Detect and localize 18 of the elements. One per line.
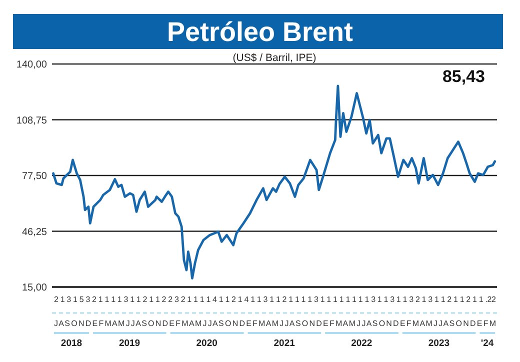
- y-tick-label: 140,00: [16, 60, 48, 70]
- x-tick-label: 2018: [60, 338, 82, 349]
- x-tick-label: '24: [480, 338, 494, 349]
- x-tick-label: 2021: [274, 338, 296, 349]
- line-series: [52, 84, 496, 280]
- y-tick-label: 46,25: [22, 226, 48, 238]
- chart-title: Petróleo Brent: [166, 17, 354, 47]
- y-tick-label: 15,00: [22, 282, 48, 294]
- annotation: 85,43: [442, 67, 485, 86]
- x-tick-label: 2022: [351, 338, 372, 349]
- chart-subtitle: (US$ / Barril, IPE): [232, 52, 316, 64]
- x-tick-label: 2019: [118, 338, 140, 349]
- text: J A S O N D E F M A M J J A S O N D E F M A M J J A S O N D E F M A M J J A S O N D E F M A M J J A S O N D E F M A M J J A S O N D E F M: [54, 319, 496, 328]
- x-tick-label: 2020: [196, 338, 218, 349]
- x-tick-label: 2023: [428, 338, 450, 349]
- y-tick-label: 77,50: [22, 171, 48, 182]
- y-tick-label: 108,75: [16, 115, 48, 126]
- text: 2 1 3 1 5 3 2 1 1 1 1 3 1 1 2 1 1 2 2 3 2 1 1 1 1 4 1 1 2 1 4 1 1 3 1 1 2 1 1 1 1 3 1 1 1 1 1 1 1 1 3 1 1 3 1 1 3 2 1 3 1 1 2 1 1 2 1 1 .22: [54, 295, 497, 304]
